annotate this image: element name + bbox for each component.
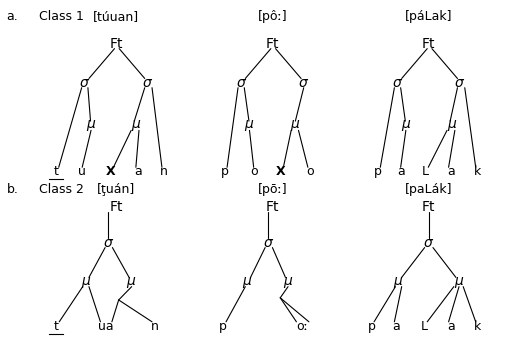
Text: a: a: [447, 165, 454, 178]
Text: Class 2: Class 2: [39, 183, 84, 195]
Text: [túuan]: [túuan]: [93, 10, 139, 23]
Text: n: n: [151, 320, 159, 333]
Text: a: a: [447, 320, 454, 333]
Text: L: L: [422, 165, 429, 178]
Text: $\mu$: $\mu$: [130, 118, 141, 133]
Text: Ft: Ft: [266, 37, 279, 51]
Text: t: t: [53, 165, 59, 178]
Text: t: t: [53, 320, 59, 333]
Text: p: p: [374, 165, 381, 178]
Text: Ft: Ft: [110, 200, 123, 214]
Text: Class 1: Class 1: [39, 10, 84, 23]
Text: n: n: [160, 165, 168, 178]
Text: $\sigma$: $\sigma$: [103, 236, 114, 250]
Text: Ft: Ft: [110, 37, 123, 51]
Text: a: a: [397, 165, 405, 178]
Text: $\sigma$: $\sigma$: [79, 76, 90, 90]
Text: oː: oː: [297, 320, 309, 333]
Text: X: X: [276, 165, 286, 178]
Text: u: u: [78, 165, 86, 178]
Text: $\mu$: $\mu$: [244, 118, 255, 133]
Text: $\mu$: $\mu$: [81, 275, 91, 290]
Text: $\mu$: $\mu$: [283, 275, 293, 290]
Text: ua: ua: [98, 320, 113, 333]
Text: $\sigma$: $\sigma$: [454, 76, 466, 90]
Text: $\mu$: $\mu$: [446, 118, 457, 133]
Text: p: p: [367, 320, 375, 333]
Text: k: k: [474, 165, 482, 178]
Text: $\sigma$: $\sigma$: [423, 236, 434, 250]
Text: $\mu$: $\mu$: [454, 275, 464, 290]
Text: a: a: [134, 165, 142, 178]
Text: o: o: [250, 165, 257, 178]
Text: $\sigma$: $\sigma$: [142, 76, 153, 90]
Text: p: p: [221, 165, 228, 178]
Text: b.: b.: [7, 183, 18, 195]
Text: $\sigma$: $\sigma$: [263, 236, 274, 250]
Text: $\sigma$: $\sigma$: [236, 76, 247, 90]
Text: a.: a.: [7, 10, 18, 23]
Text: [pôː]: [pôː]: [258, 10, 287, 23]
Text: $\mu$: $\mu$: [126, 275, 137, 290]
Text: L: L: [421, 320, 428, 333]
Text: Ft: Ft: [422, 200, 435, 214]
Text: [paLák]: [paLák]: [405, 183, 453, 195]
Text: a: a: [392, 320, 400, 333]
Text: Ft: Ft: [422, 37, 435, 51]
Text: $\sigma$: $\sigma$: [298, 76, 309, 90]
Text: o: o: [306, 165, 314, 178]
Text: p: p: [219, 320, 227, 333]
Text: $\mu$: $\mu$: [394, 275, 404, 290]
Text: $\sigma$: $\sigma$: [392, 76, 403, 90]
Text: $\mu$: $\mu$: [242, 275, 253, 290]
Text: $\mu$: $\mu$: [290, 118, 301, 133]
Text: $\mu$: $\mu$: [401, 118, 411, 133]
Text: Ft: Ft: [266, 200, 279, 214]
Text: [pōː]: [pōː]: [258, 183, 287, 195]
Text: [páLak]: [páLak]: [405, 10, 453, 23]
Text: $\mu$: $\mu$: [86, 118, 96, 133]
Text: k: k: [474, 320, 482, 333]
Text: X: X: [106, 165, 116, 178]
Text: [ţuán]: [ţuán]: [97, 183, 135, 195]
